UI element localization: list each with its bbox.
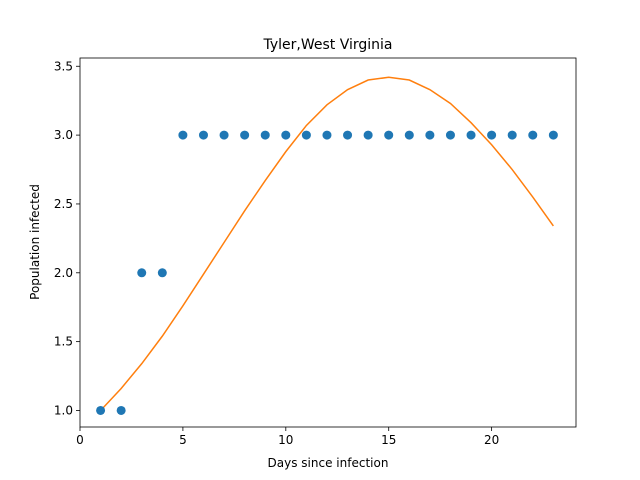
x-tick-label: 20 (484, 433, 499, 447)
plot-frame (79, 57, 577, 428)
data-point (445, 130, 455, 140)
chart-title: Tyler,West Virginia (262, 37, 392, 53)
data-point (178, 130, 188, 140)
data-point (343, 130, 353, 140)
data-point (198, 130, 208, 140)
x-axis-label: Days since infection (268, 456, 389, 470)
data-point (322, 130, 332, 140)
y-tick-label: 3.5 (54, 59, 73, 73)
x-tick-label: 5 (179, 433, 187, 447)
data-point (404, 130, 414, 140)
data-point (466, 130, 476, 140)
x-tick-label: 10 (278, 433, 293, 447)
axes: 0 5 10 15 20 1.0 1.5 2.0 2.5 3.0 3.5 (54, 57, 577, 447)
x-tick-label: 15 (381, 433, 396, 447)
data-point (96, 405, 106, 415)
y-tick-label: 2.5 (54, 197, 73, 211)
y-tick-label: 2.0 (54, 266, 73, 280)
series-points (96, 130, 558, 415)
data-point (507, 130, 517, 140)
y-axis-label: Population infected (28, 184, 42, 300)
data-point (301, 130, 311, 140)
series-1-line (100, 76, 554, 411)
data-point (240, 130, 250, 140)
data-point (548, 130, 558, 140)
data-point (363, 130, 373, 140)
data-point (384, 130, 394, 140)
data-point (260, 130, 270, 140)
data-point (137, 268, 147, 278)
y-tick-label: 3.0 (54, 128, 73, 142)
series-lines (100, 76, 554, 411)
data-point (219, 130, 229, 140)
y-tick-label: 1.0 (54, 403, 73, 417)
data-point (157, 268, 167, 278)
data-point (528, 130, 538, 140)
y-tick-label: 1.5 (54, 335, 73, 349)
data-point (425, 130, 435, 140)
data-point (281, 130, 291, 140)
data-point (116, 405, 126, 415)
x-tick-label: 0 (76, 433, 84, 447)
data-point (487, 130, 497, 140)
